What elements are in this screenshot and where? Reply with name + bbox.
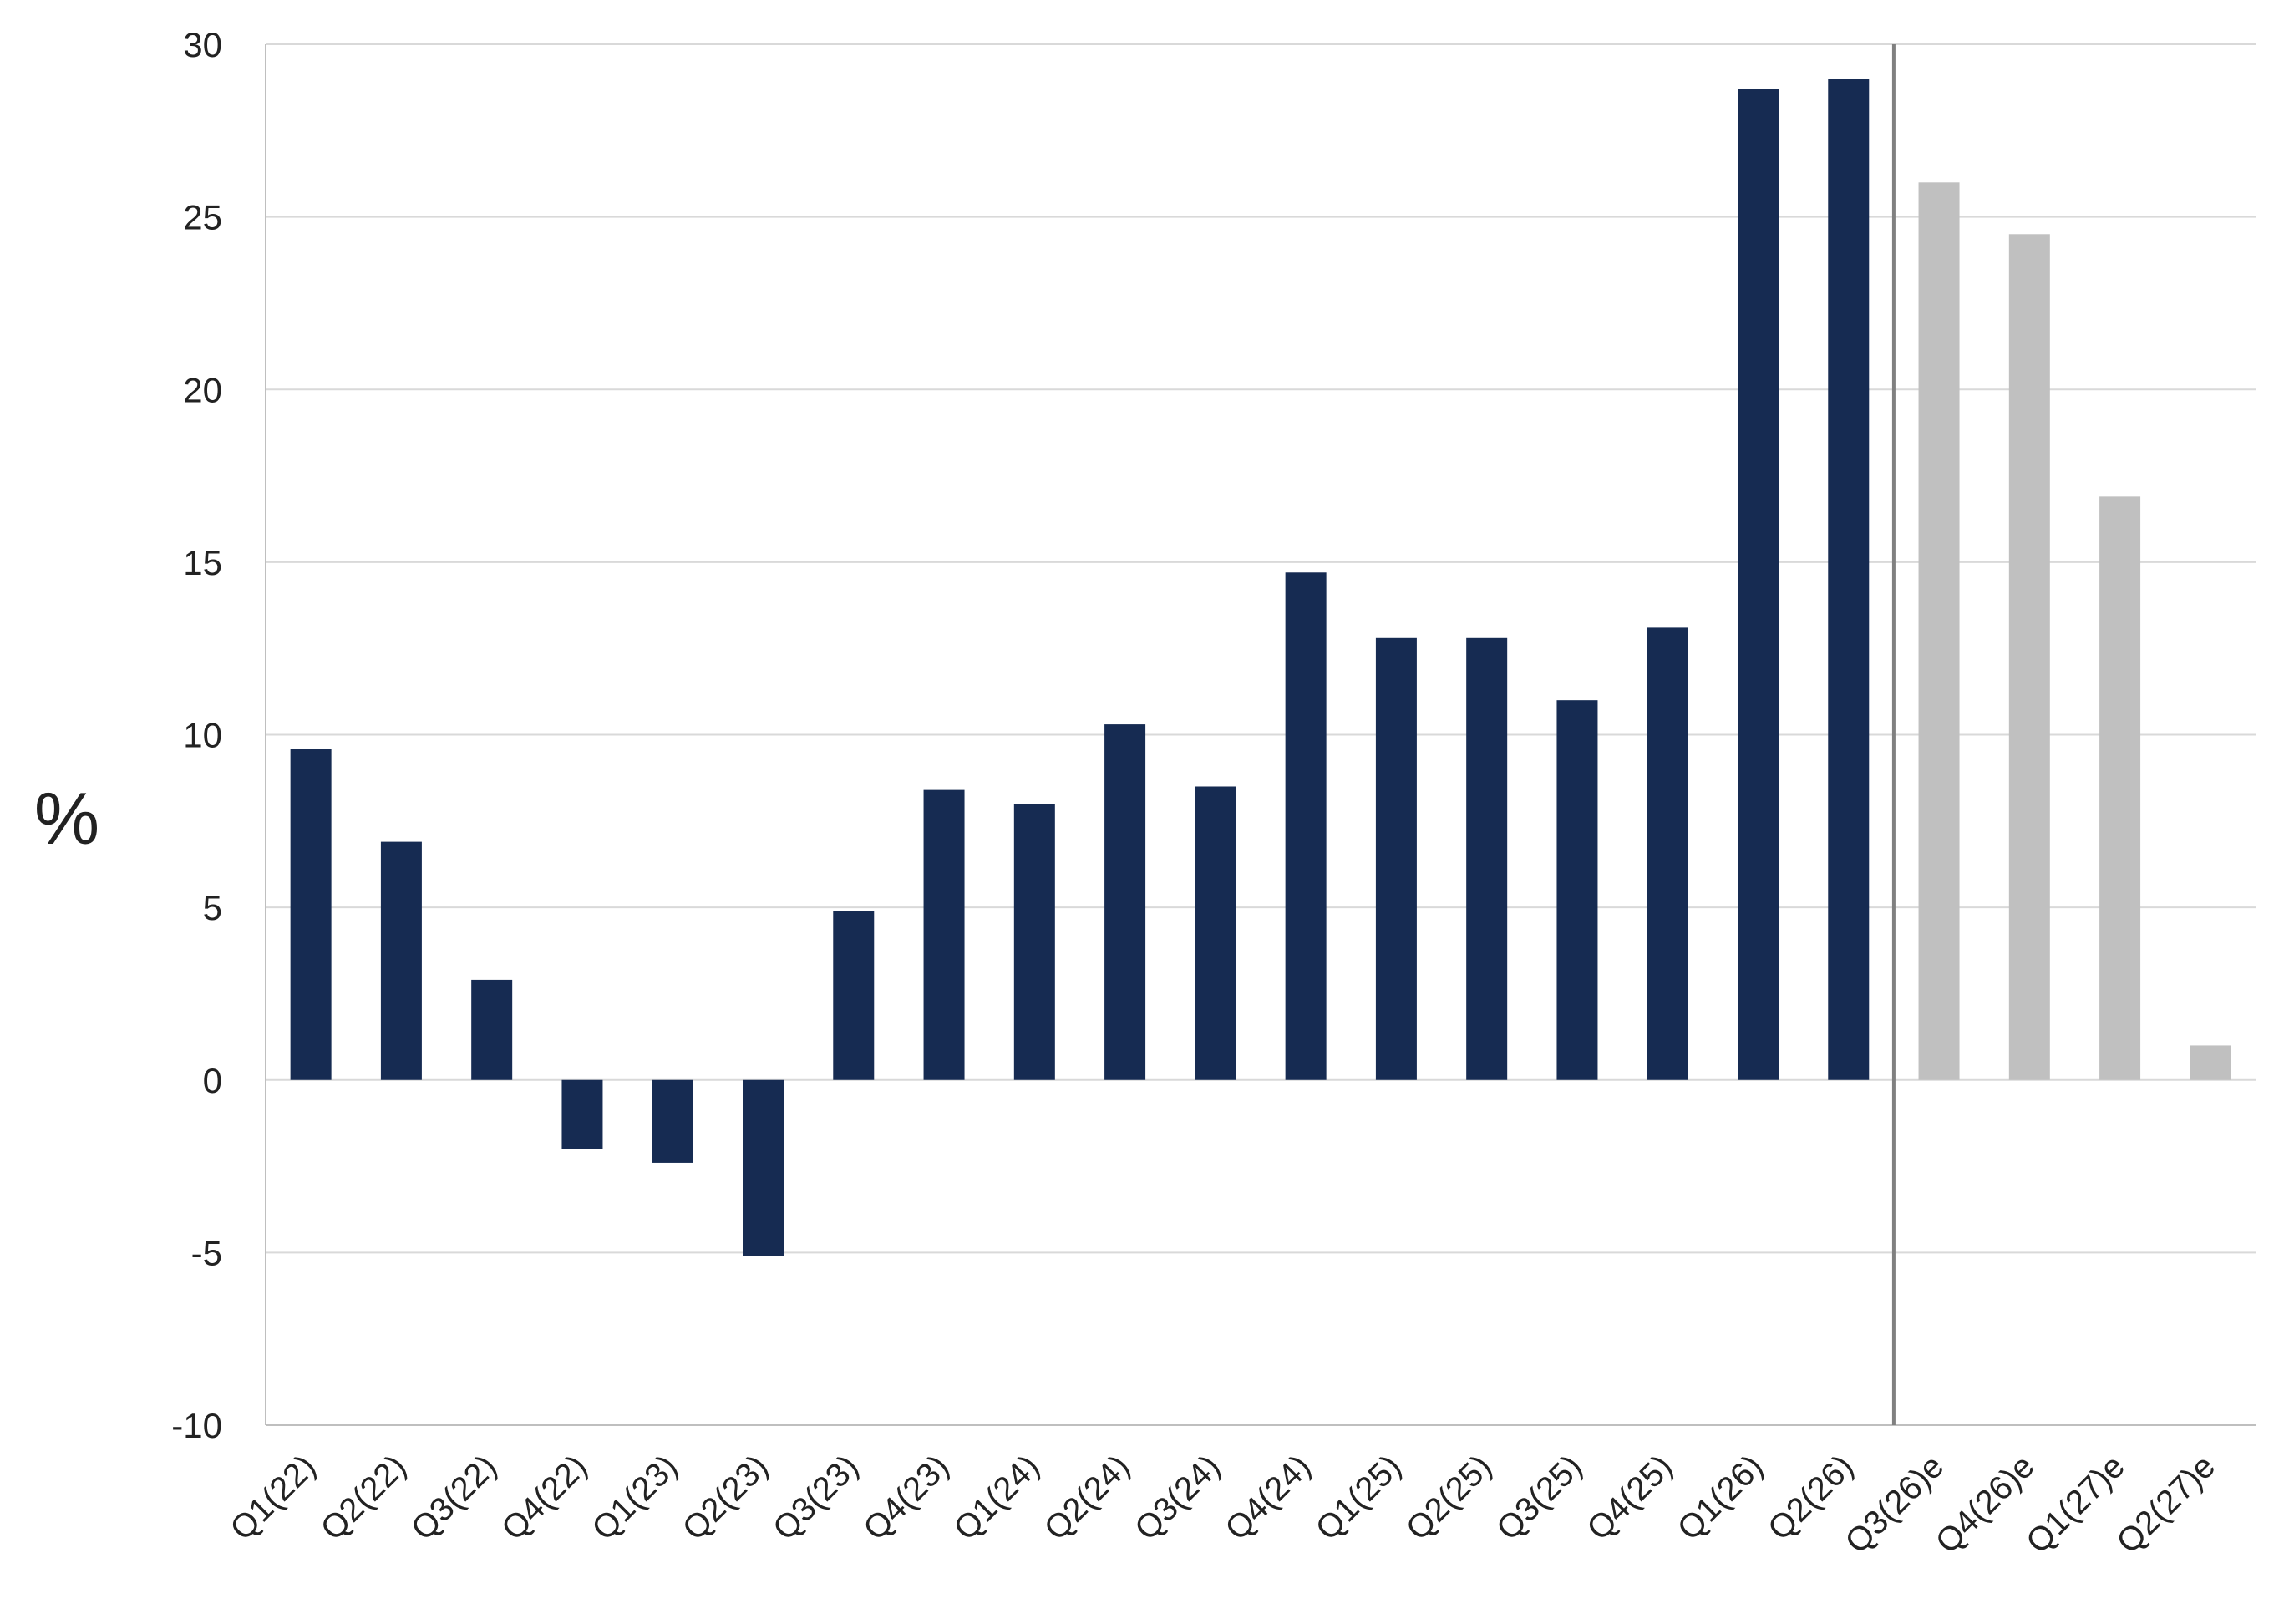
bar-actual bbox=[1104, 724, 1146, 1080]
bar-actual bbox=[561, 1079, 603, 1149]
x-tick-label: Q2(27)e bbox=[2109, 1448, 2222, 1561]
y-tick-label: 15 bbox=[183, 543, 222, 582]
bar-actual bbox=[833, 911, 875, 1080]
x-tick-label: Q3(26)e bbox=[1839, 1448, 1951, 1561]
y-tick-label: 30 bbox=[183, 25, 222, 64]
x-tick-label: Q4(22) bbox=[495, 1448, 594, 1547]
x-tick-label: Q4(24) bbox=[1218, 1448, 1317, 1547]
x-tick-label: Q2(23) bbox=[676, 1448, 775, 1547]
y-tick-label: 5 bbox=[203, 888, 222, 927]
x-tick-label: Q3(23) bbox=[766, 1448, 865, 1547]
bar-actual bbox=[380, 841, 422, 1080]
bar-actual bbox=[1375, 637, 1417, 1080]
bar-estimate bbox=[2008, 234, 2050, 1080]
bar-estimate bbox=[2190, 1045, 2231, 1080]
bar-actual bbox=[923, 789, 965, 1080]
y-tick-label: 0 bbox=[203, 1061, 222, 1100]
y-axis-label: % bbox=[34, 777, 99, 860]
y-tick-label: 10 bbox=[183, 716, 222, 755]
x-tick-label: Q4(26)e bbox=[1929, 1448, 2042, 1561]
bar-actual bbox=[1647, 627, 1688, 1080]
y-tick-label: -5 bbox=[191, 1233, 222, 1272]
bar-actual bbox=[1013, 804, 1055, 1080]
bar-estimate bbox=[1918, 182, 1960, 1080]
x-tick-label: Q1(26) bbox=[1671, 1448, 1770, 1547]
bar-actual bbox=[1828, 79, 1870, 1080]
bar-actual bbox=[1285, 572, 1327, 1080]
x-tick-label: Q1(25) bbox=[1309, 1448, 1408, 1547]
bar-actual bbox=[290, 749, 332, 1080]
bar-actual bbox=[1466, 637, 1508, 1080]
x-tick-labels: Q1(22)Q2(22)Q3(22)Q4(22)Q1(23)Q2(23)Q3(2… bbox=[223, 1448, 2222, 1561]
x-tick-label: Q2(22) bbox=[314, 1448, 414, 1547]
y-tick-label: 25 bbox=[183, 198, 222, 237]
x-tick-label: Q3(24) bbox=[1128, 1448, 1227, 1547]
x-tick-label: Q4(23) bbox=[856, 1448, 956, 1547]
x-tick-label: Q1(27)e bbox=[2019, 1448, 2132, 1561]
bar-actual bbox=[652, 1079, 693, 1163]
bar-actual bbox=[743, 1079, 784, 1256]
bar-actual bbox=[1556, 700, 1598, 1080]
x-tick-label: Q4(25) bbox=[1580, 1448, 1679, 1547]
x-tick-label: Q2(25) bbox=[1399, 1448, 1499, 1547]
bar-actual bbox=[1195, 786, 1236, 1080]
bar-actual bbox=[471, 979, 513, 1080]
x-tick-label: Q1(24) bbox=[947, 1448, 1047, 1547]
y-tick-labels: -10 -5 0 5 10 15 20 25 30 bbox=[171, 25, 222, 1445]
x-tick-label: Q2(24) bbox=[1038, 1448, 1137, 1547]
bar-actual bbox=[1738, 89, 1779, 1080]
bar-estimate bbox=[2099, 496, 2141, 1080]
axes bbox=[265, 44, 2256, 1426]
y-tick-label: 20 bbox=[183, 370, 222, 409]
x-tick-label: Q3(25) bbox=[1490, 1448, 1589, 1547]
x-tick-label: Q1(23) bbox=[585, 1448, 684, 1547]
x-tick-label: Q3(22) bbox=[404, 1448, 504, 1547]
y-tick-label: -10 bbox=[171, 1406, 222, 1445]
bars bbox=[290, 79, 2231, 1256]
x-tick-label: Q1(22) bbox=[223, 1448, 322, 1547]
